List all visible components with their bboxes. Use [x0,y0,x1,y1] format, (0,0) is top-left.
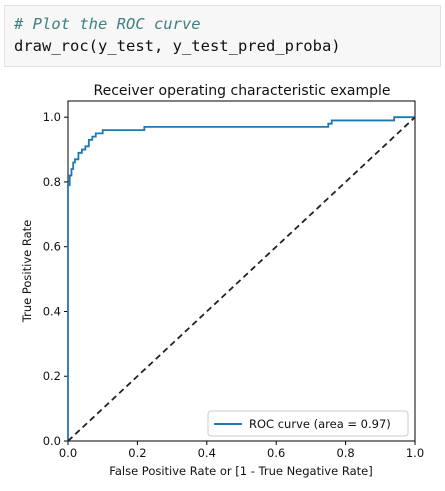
x-tick-label: 0.8 [336,446,354,460]
x-tick-label: 1.0 [406,446,424,460]
y-tick-label: 1.0 [43,110,61,124]
plot-frame [68,101,415,441]
y-tick-label: 0.2 [43,369,61,383]
legend-label: ROC curve (area = 0.97) [249,417,391,431]
x-tick-label: 0.0 [59,446,77,460]
chart-title: Receiver operating characteristic exampl… [93,83,390,99]
legend: ROC curve (area = 0.97) [208,411,408,436]
y-tick-label: 0.4 [43,304,61,318]
y-tick-label: 0.6 [43,240,61,254]
y-ticks: 0.00.20.40.60.81.0 [43,110,68,448]
x-ticks: 0.0 0.2 0.4 0.6 0.8 1.0 [59,441,424,460]
y-tick-label: 0.8 [43,175,61,189]
y-axis-label: True Positive Rate [20,220,34,323]
x-axis-label: False Positive Rate or [1 - True Negativ… [109,464,372,478]
x-tick-label: 0.2 [128,446,146,460]
x-tick-label: 0.6 [267,446,285,460]
x-tick-label: 0.4 [198,446,216,460]
